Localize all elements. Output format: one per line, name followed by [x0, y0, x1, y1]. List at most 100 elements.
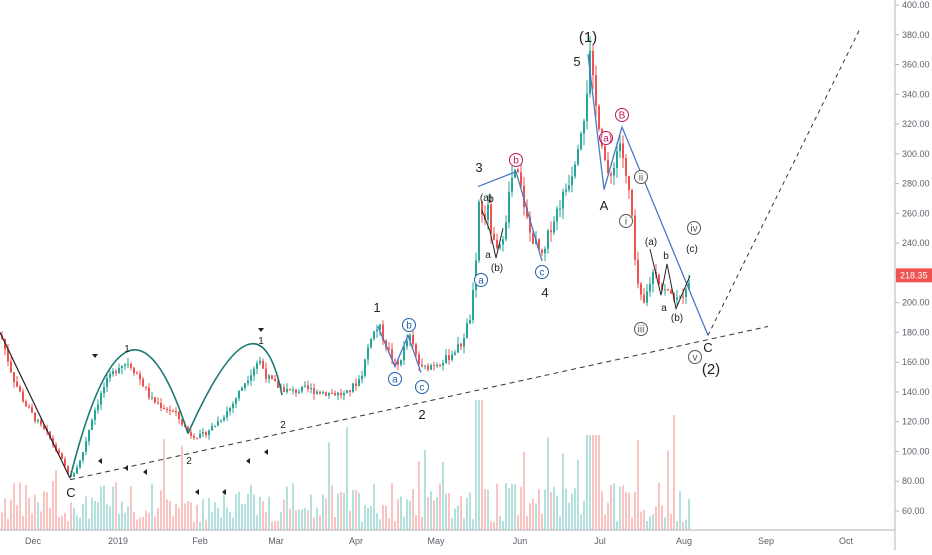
- volume-bar-140: [421, 517, 423, 530]
- candle-body-134: [403, 346, 405, 361]
- volume-bar-192: [577, 459, 579, 530]
- candle-body-8: [25, 401, 27, 407]
- volume-bar-50: [151, 484, 153, 530]
- volume-bar-90: [271, 521, 273, 530]
- volume-bar-59: [178, 508, 180, 530]
- candle-body-88: [265, 368, 267, 379]
- candle-body-204: [613, 167, 615, 176]
- wave-label-b-wave2-circle: [402, 318, 416, 332]
- volume-bar-130: [391, 483, 393, 530]
- candle-body-22: [67, 465, 69, 474]
- volume-bar-104: [313, 517, 315, 530]
- volume-bar-181: [544, 489, 546, 530]
- candle-body-51: [154, 397, 156, 403]
- volume-bar-139: [418, 461, 420, 530]
- wave-label-a-wave4-circle: [474, 273, 488, 287]
- wave4-abc-line: [477, 170, 543, 262]
- volume-bar-208: [625, 492, 627, 530]
- y-tick-label-1: 80.00: [902, 476, 925, 486]
- volume-bar-211: [634, 492, 636, 530]
- candle-body-194: [583, 121, 585, 134]
- volume-bar-159: [478, 400, 480, 530]
- wave-label-a-wave4: a: [478, 276, 484, 287]
- wave-label-c-wave4-circle: [535, 265, 549, 279]
- volume-bar-9: [28, 497, 30, 530]
- candle-body-147: [442, 363, 444, 366]
- volume-bar-150: [451, 517, 453, 530]
- volume-bar-91: [274, 521, 276, 530]
- candle-body-39: [118, 367, 120, 373]
- candle-body-172: [517, 169, 519, 173]
- volume-bar-119: [358, 492, 360, 530]
- candle-body-41: [124, 364, 126, 366]
- candle-body-59: [178, 411, 180, 420]
- volume-bar-76: [229, 511, 231, 530]
- volume-bar-218: [655, 506, 657, 530]
- candle-body-19: [58, 450, 60, 454]
- volume-bar-167: [502, 521, 504, 530]
- candle-body-5: [16, 381, 18, 387]
- volume-bar-204: [613, 483, 615, 530]
- candle-body-215: [646, 291, 648, 303]
- volume-bar-129: [388, 518, 390, 530]
- volume-bar-18: [55, 470, 57, 530]
- candle-body-183: [550, 230, 552, 233]
- volume-bar-162: [487, 489, 489, 530]
- volume-bar-85: [256, 515, 258, 530]
- volume-bar-65: [196, 504, 198, 530]
- wave-label-a-wave2-circle: [388, 372, 402, 386]
- volume-bar-57: [172, 516, 174, 530]
- candle-body-101: [304, 385, 306, 387]
- wave-label-a-upper: A: [600, 198, 609, 213]
- volume-bar-144: [433, 500, 435, 530]
- volume-bar-53: [160, 490, 162, 530]
- candle-body-12: [37, 420, 39, 422]
- volume-bar-134: [403, 516, 405, 530]
- candle-body-16: [49, 431, 51, 439]
- volume-bar-110: [331, 485, 333, 530]
- candle-body-145: [436, 364, 438, 367]
- candle-body-30: [91, 419, 93, 430]
- volume-bar-225: [676, 520, 678, 530]
- volume-bar-118: [355, 489, 357, 530]
- volume-bar-186: [559, 516, 561, 530]
- candle-body-32: [97, 404, 99, 411]
- volume-bar-177: [532, 498, 534, 530]
- candle-body-174: [523, 185, 525, 208]
- candle-body-198: [595, 75, 597, 106]
- volume-bar-146: [439, 483, 441, 530]
- candle-body-97: [292, 389, 294, 391]
- volume-bar-5: [16, 505, 18, 530]
- volume-bar-164: [493, 521, 495, 530]
- y-tick-label-7: 200.00: [902, 298, 930, 308]
- volume-bar-135: [406, 499, 408, 530]
- candle-body-226: [679, 296, 681, 298]
- candle-body-62: [187, 426, 189, 433]
- y-tick-label-12: 300.00: [902, 149, 930, 159]
- volume-bar-209: [628, 492, 630, 530]
- volume-bar-228: [685, 519, 687, 530]
- x-tick-label-5: May: [427, 536, 445, 546]
- wave-label-ii: ii: [639, 173, 643, 184]
- y-tick-label-0: 60.00: [902, 506, 925, 516]
- volume-bar-44: [133, 511, 135, 530]
- wave-label-3: 3: [475, 160, 482, 175]
- candle-body-173: [520, 172, 522, 186]
- candle-body-189: [568, 185, 570, 190]
- candle-body-131: [394, 359, 396, 361]
- candle-body-60: [181, 419, 183, 425]
- volume-bar-111: [334, 517, 336, 530]
- volume-bar-160: [481, 400, 483, 530]
- volume-bars: [1, 400, 690, 530]
- volume-bar-155: [466, 497, 468, 530]
- volume-bar-224: [673, 415, 675, 530]
- volume-bar-42: [127, 506, 129, 530]
- candle-body-118: [355, 383, 357, 386]
- volume-bar-21: [64, 512, 66, 530]
- candle-body-211: [634, 215, 636, 260]
- arrow-marker-icon-4: [143, 469, 147, 475]
- volume-bar-145: [436, 497, 438, 530]
- volume-bar-62: [187, 501, 189, 530]
